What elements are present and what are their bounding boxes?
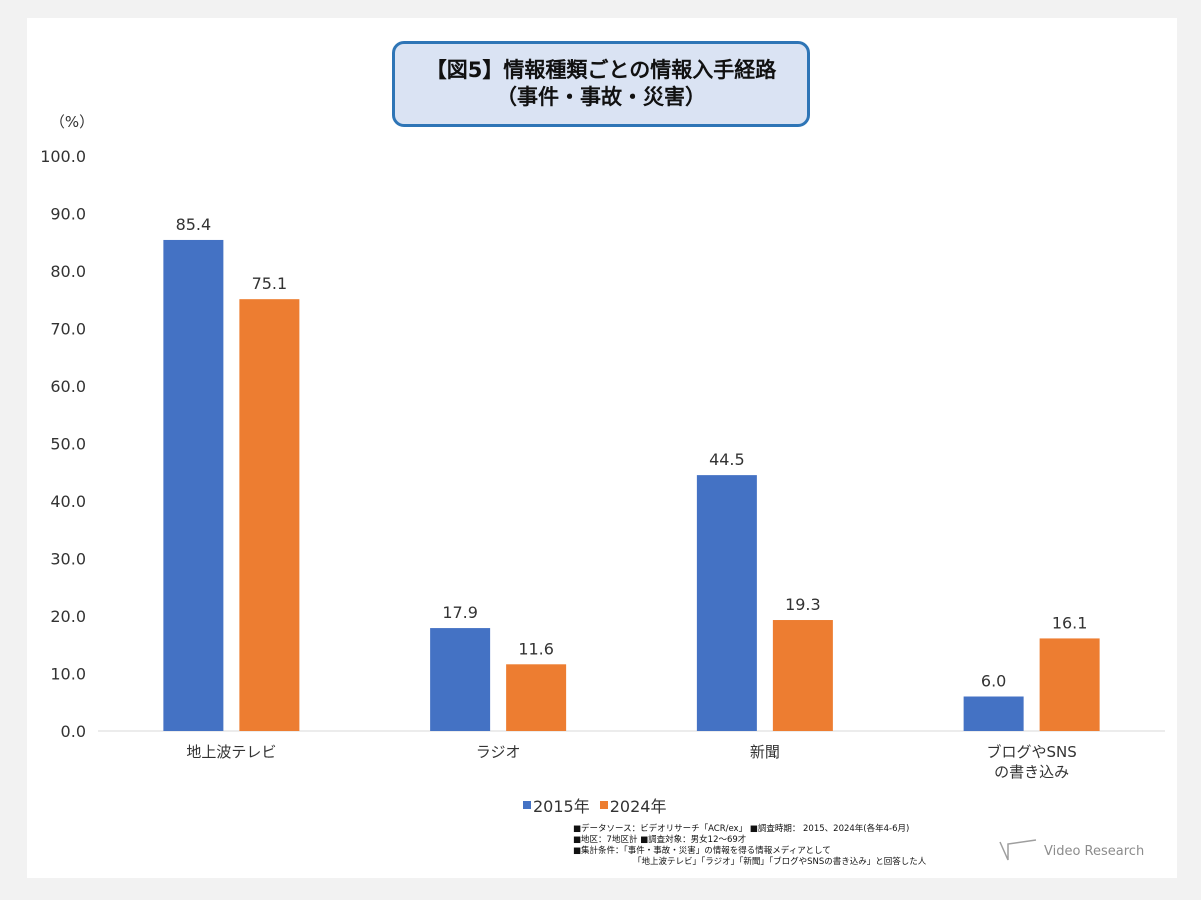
data-label: 85.4: [176, 215, 212, 234]
y-tick-label: 60.0: [50, 377, 86, 396]
source-notes: ■データソース：ビデオリサーチ「ACR/ex」 ■調査時期： 2015、2024…: [573, 824, 926, 868]
chart-legend: 2015年 2024年: [523, 793, 666, 817]
legend-label-2015: 2015年: [533, 797, 590, 816]
x-tick-label: ブログやSNS: [986, 743, 1076, 761]
data-label: 17.9: [442, 603, 478, 622]
x-tick-label: ラジオ: [476, 743, 521, 761]
y-tick-label: 20.0: [50, 607, 86, 626]
y-tick-label: 0.0: [61, 722, 86, 741]
bar-2015: [696, 475, 757, 731]
data-label: 19.3: [785, 595, 821, 614]
x-tick-label: 新聞: [750, 743, 780, 761]
chart-title-line1: 【図5】情報種類ごとの情報入手経路: [425, 58, 777, 82]
chart-title-box: 【図5】情報種類ごとの情報入手経路 （事件・事故・災害）: [392, 41, 810, 127]
note-condition: ■集計条件：「事件・事故・災害」の情報を得る情報メディアとして: [573, 846, 831, 856]
y-tick-label: 50.0: [50, 435, 86, 454]
data-label: 44.5: [709, 450, 745, 469]
y-tick-label: 80.0: [50, 262, 86, 281]
y-axis-unit-label: （%）: [50, 113, 94, 131]
bar-2024: [772, 620, 833, 731]
x-axis: 地上波テレビ ラジオ 新聞 ブログやSNS の書き込み: [186, 743, 1076, 781]
legend-swatch-2024: [599, 801, 608, 809]
bars-group: 85.4 75.1 17.9 11.6 44.5 19.3 6.0 16.1: [163, 215, 1100, 731]
y-tick-label: 40.0: [50, 492, 86, 511]
legend-swatch-2015: [523, 801, 531, 809]
legend-item-2024: 2024年: [599, 793, 667, 817]
video-research-logo-icon: [999, 839, 1037, 861]
legend-label-2024: 2024年: [609, 797, 667, 816]
bar-2015: [430, 628, 491, 731]
legend-item-2015: 2015年: [523, 793, 590, 817]
chart-title-line2: （事件・事故・災害）: [496, 85, 706, 109]
note-source: ■データソース：ビデオリサーチ「ACR/ex」 ■調査時期： 2015、2024…: [573, 824, 910, 834]
data-label: 16.1: [1052, 613, 1088, 632]
y-tick-label: 90.0: [50, 205, 86, 224]
note-area: ■地区：7地区計 ■調査対象：男女12～69才: [573, 835, 747, 845]
bar-2024: [239, 299, 300, 731]
x-tick-label: 地上波テレビ: [186, 743, 276, 761]
bar-2024: [506, 664, 567, 731]
bar-2015: [963, 696, 1024, 731]
bar-2015: [163, 239, 224, 731]
bar-2024: [1039, 638, 1100, 731]
y-tick-label: 70.0: [50, 320, 86, 339]
logo-text: Video Research: [1044, 843, 1145, 859]
data-label: 75.1: [252, 274, 288, 293]
data-label: 6.0: [981, 672, 1006, 691]
y-axis: 0.0 10.0 20.0 30.0 40.0 50.0 60.0 70.0 80.0 90.0 1…: [40, 147, 86, 741]
data-label: 11.6: [518, 639, 554, 658]
y-tick-label: 30.0: [50, 550, 86, 569]
note-condition-detail: 「地上波テレビ」「ラジオ」「新聞」「ブログやSNSの書き込み」と回答した人: [633, 857, 927, 867]
y-tick-label: 10.0: [50, 665, 86, 684]
x-tick-label: の書き込み: [994, 763, 1069, 781]
video-research-logo: Video Research: [998, 838, 1144, 864]
y-tick-label: 100.0: [40, 147, 86, 166]
